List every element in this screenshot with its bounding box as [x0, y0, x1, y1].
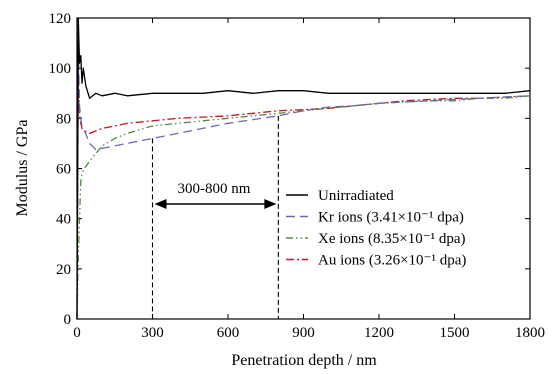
y-tick-label: 20 — [56, 262, 71, 278]
x-tick-label: 900 — [292, 325, 315, 341]
axis-ticks: 0 300 600 900 1200 1500 1800 0 20 40 60 80 100 120 — [49, 11, 546, 341]
y-tick-label: 100 — [49, 61, 72, 77]
y-tick-label: 60 — [56, 162, 71, 178]
series-line — [76, 42, 531, 320]
legend-label: Xe ions (8.35×10⁻¹ dpa) — [318, 231, 466, 247]
annotation-label: 300-800 nm — [178, 181, 251, 197]
legend-label: Unirradiated — [318, 188, 394, 204]
plot-frame — [76, 17, 531, 320]
range-arrow-left-head — [154, 199, 167, 209]
y-tick-label: 40 — [56, 212, 71, 228]
y-axis-title: Modulus / GPa — [14, 120, 31, 217]
legend: Unirradiated Kr ions (3.41×10⁻¹ dpa) Xe io… — [286, 188, 466, 269]
range-arrow-right-head — [264, 199, 277, 209]
x-tick-label: 600 — [217, 325, 240, 341]
legend-label: Au ions (3.26×10⁻¹ dpa) — [318, 253, 466, 269]
x-tick-label: 1200 — [364, 325, 394, 341]
x-tick-label: 0 — [73, 325, 81, 341]
x-tick-label: 300 — [141, 325, 164, 341]
series-line — [76, 17, 531, 320]
legend-label: Kr ions (3.41×10⁻¹ dpa) — [318, 210, 464, 226]
x-tick-label: 1500 — [440, 325, 470, 341]
series-line — [76, 95, 531, 320]
x-axis-title: Penetration depth / nm — [231, 352, 377, 369]
x-tick-label: 1800 — [515, 325, 545, 341]
annotation: 300-800 nm — [151, 115, 279, 319]
y-tick-label: 0 — [64, 312, 72, 328]
series-layer — [76, 17, 531, 320]
y-tick-label: 80 — [56, 111, 71, 127]
series-line — [76, 67, 531, 320]
y-tick-label: 120 — [49, 11, 72, 27]
